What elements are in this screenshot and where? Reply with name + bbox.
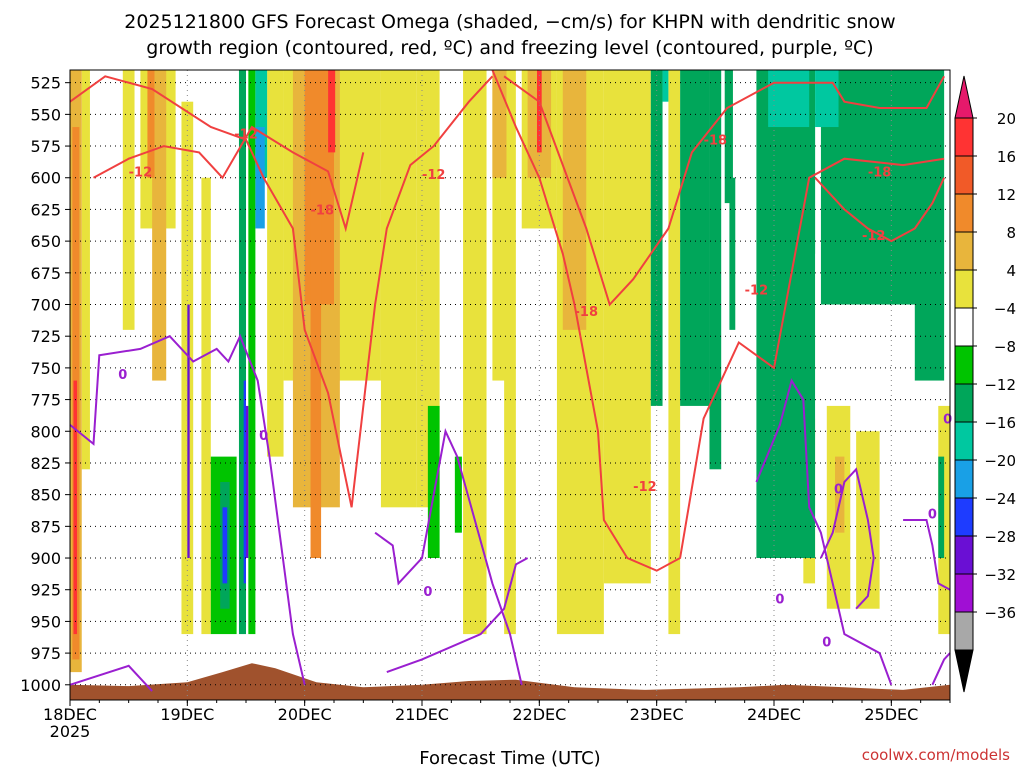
colorbar-label: −20	[984, 452, 1016, 470]
colorbar-segment	[954, 231, 974, 271]
y-tick-label: 800	[30, 422, 61, 441]
colorbar: 20 16 12 8 4 −4 −8 −12 −16 −20 −24 −28 −32 −36	[954, 75, 1016, 693]
x-tick-label: 22DEC	[512, 705, 566, 724]
colorbar-segment	[954, 611, 974, 651]
y-tick-label: 925	[30, 581, 61, 600]
contour-label: -18	[311, 203, 335, 218]
footer-credit: coolwx.com/models	[862, 746, 1010, 764]
chart-title-line-1: 2025121800 GFS Forecast Omega (shaded, −…	[124, 11, 895, 33]
y-tick-label: 750	[30, 359, 61, 378]
y-tick-label: 900	[30, 549, 61, 568]
colorbar-top-arrow	[954, 75, 974, 119]
contour-label: 0	[928, 508, 937, 523]
y-tick-label: 975	[30, 644, 61, 663]
colorbar-label: −8	[994, 338, 1016, 356]
x-tick-label: 25DEC	[864, 705, 918, 724]
contour-label: 0	[118, 368, 127, 383]
x-tick-label: 24DEC	[747, 705, 801, 724]
contour-label: 0	[943, 413, 952, 428]
colorbar-label: 12	[997, 186, 1016, 204]
contour-label: 0	[822, 636, 831, 651]
colorbar-label: −28	[984, 528, 1016, 546]
y-tick-label: 850	[30, 486, 61, 505]
contour-label: 0	[423, 585, 432, 600]
y-tick-label: 1000	[20, 676, 61, 695]
contour-label: -12	[129, 165, 153, 180]
x-tick-label: 23DEC	[630, 705, 684, 724]
temperature-contours: -12 -12 -18 -12 -18 -18 -12 -12 -18 -12 0 0 0 0 0 0 0 0	[69, 69, 952, 692]
colorbar-label: −16	[984, 414, 1016, 432]
colorbar-label: 20	[997, 110, 1016, 128]
contour-label: 0	[775, 593, 784, 608]
colorbar-label: −36	[984, 604, 1016, 622]
contour-label: -12	[745, 283, 769, 298]
x-tick-label: 19DEC	[160, 705, 214, 724]
colorbar-segment	[954, 269, 974, 309]
y-tick-label: 875	[30, 517, 61, 536]
y-tick-label: 775	[30, 391, 61, 410]
colorbar-segment	[954, 307, 974, 347]
y-tick-label: 550	[30, 105, 61, 124]
colorbar-segment	[954, 573, 974, 613]
contour-label: 0	[834, 482, 843, 497]
colorbar-label: 8	[1006, 224, 1016, 242]
colorbar-segment	[954, 117, 974, 157]
contour-label: -18	[575, 305, 599, 320]
y-axis-ticks: 525 550 575 600 625 650 675 700 725 750 775 800 825 8…	[20, 74, 70, 695]
contour-label: -12	[234, 127, 258, 142]
colorbar-segment	[954, 345, 974, 385]
colorbar-label: −4	[994, 300, 1016, 318]
y-tick-label: 825	[30, 454, 61, 473]
colorbar-segment	[954, 193, 974, 233]
colorbar-label: −32	[984, 566, 1016, 584]
colorbar-segment	[954, 421, 974, 461]
chart-title-line-2: growth region (contoured, red, ºC) and f…	[146, 37, 873, 59]
colorbar-segment	[954, 383, 974, 423]
x-axis-label: Forecast Time (UTC)	[419, 748, 600, 768]
x-axis-year-label: 2025	[50, 722, 91, 741]
y-tick-label: 725	[30, 327, 61, 346]
colorbar-label: −24	[984, 490, 1016, 508]
y-tick-label: 950	[30, 612, 61, 631]
plot-area: -12 -12 -18 -12 -18 -18 -12 -12 -18 -12 0 0 0 0 0 0 0 0	[69, 69, 952, 701]
y-tick-label: 675	[30, 264, 61, 283]
x-axis-ticks: 18DEC 19DEC 20DEC 21DEC 22DEC 23DEC 24DEC 25DEC	[43, 700, 951, 724]
x-tick-label: 18DEC	[43, 705, 97, 724]
y-tick-label: 525	[30, 74, 61, 93]
y-tick-label: 650	[30, 232, 61, 251]
y-tick-label: 600	[30, 169, 61, 188]
colorbar-segment	[954, 535, 974, 575]
contour-label: -18	[868, 165, 892, 180]
colorbar-label: −12	[984, 376, 1016, 394]
contour-label: -18	[704, 134, 728, 149]
y-tick-label: 575	[30, 137, 61, 156]
x-tick-label: 20DEC	[278, 705, 332, 724]
colorbar-label: 4	[1006, 262, 1016, 280]
colorbar-segment	[954, 497, 974, 537]
contour-label: 0	[259, 429, 268, 444]
y-tick-label: 625	[30, 200, 61, 219]
terrain-fill	[70, 663, 950, 700]
y-tick-label: 700	[30, 296, 61, 315]
contour-label: -12	[422, 168, 446, 183]
colorbar-segment	[954, 155, 974, 195]
colorbar-label: 16	[997, 148, 1016, 166]
colorbar-segment	[954, 459, 974, 499]
colorbar-bottom-arrow	[954, 649, 974, 693]
contour-label: -12	[862, 229, 886, 244]
contour-label: -12	[633, 480, 657, 495]
x-tick-label: 21DEC	[395, 705, 449, 724]
